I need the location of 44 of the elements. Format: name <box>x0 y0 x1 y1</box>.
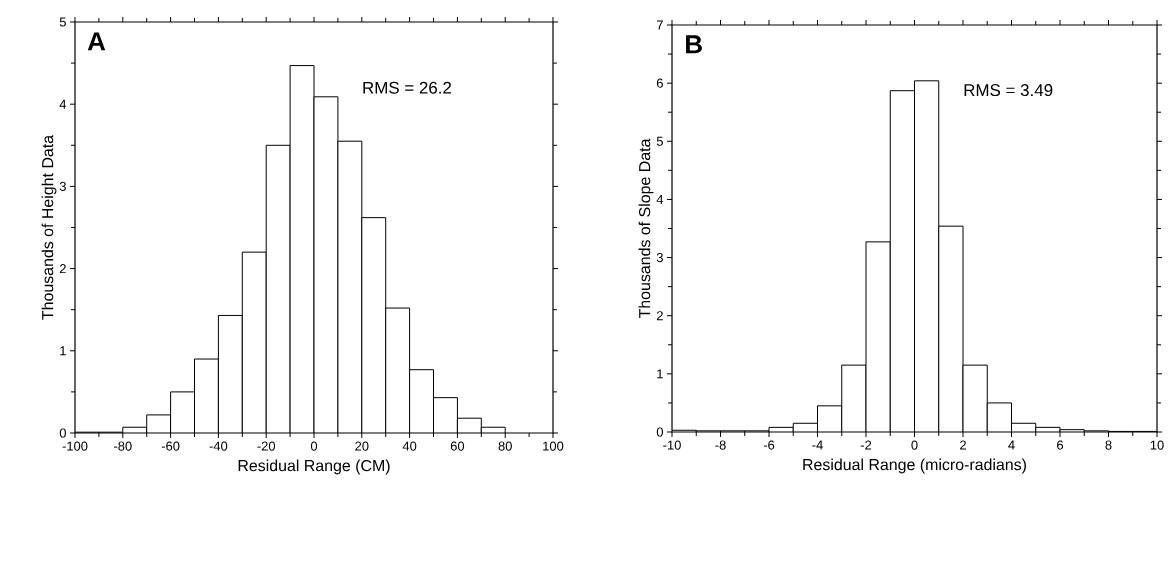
y-tick-label: 0 <box>59 428 66 438</box>
x-axis-title: Residual Range (micro-radians) <box>803 458 1026 474</box>
y-tick-label: 1 <box>60 346 66 356</box>
x-tick-label: 80 <box>498 441 512 451</box>
y-tick-label: 5 <box>59 17 66 27</box>
x-tick-label: 40 <box>402 441 417 451</box>
annotation: RMS = 26.2 <box>363 81 452 94</box>
y-tick-label: 3 <box>656 252 663 263</box>
x-tick-label: 4 <box>1008 440 1015 450</box>
x-tick-label: -2 <box>860 440 872 450</box>
y-tick-label: 4 <box>656 194 664 204</box>
x-tick-label: -60 <box>161 441 180 451</box>
y-tick-label: 5 <box>656 136 663 146</box>
x-tick-label: -4 <box>812 440 823 450</box>
x-tick-label: 0 <box>310 441 318 451</box>
y-axis-title: Thousands of Slope Data <box>638 138 654 319</box>
y-tick-label: 0 <box>656 427 663 437</box>
x-tick-label: 100 <box>543 441 564 451</box>
y-tick-label: 1 <box>657 369 663 379</box>
x-tick-label: 20 <box>355 441 369 451</box>
y-tick-label: 7 <box>656 20 663 30</box>
x-tick-label: 6 <box>1057 440 1064 450</box>
x-tick-label: 60 <box>450 441 465 451</box>
y-tick-label: 4 <box>59 99 67 109</box>
y-tick-label: 6 <box>656 78 663 88</box>
annotation: B <box>686 35 702 54</box>
y-tick-label: 3 <box>59 181 66 191</box>
x-tick-label: -80 <box>114 441 132 451</box>
x-tick-label: 0 <box>911 440 918 450</box>
y-tick-label: 2 <box>59 264 66 274</box>
x-tick-label: 10 <box>1150 440 1164 450</box>
y-tick-label: 2 <box>656 311 663 321</box>
x-axis-title: Residual Range (CM) <box>238 459 390 475</box>
x-tick-label: -100 <box>62 441 88 451</box>
y-axis-title: Thousands of Height Data <box>41 134 57 320</box>
x-tick-label: 8 <box>1105 440 1112 450</box>
x-tick-label: 2 <box>960 440 966 450</box>
x-tick-label: -40 <box>209 441 228 451</box>
annotation: RMS = 3.49 <box>964 84 1053 97</box>
x-tick-label: -6 <box>763 440 775 450</box>
x-tick-label: -8 <box>715 440 726 450</box>
x-tick-label: -20 <box>257 441 276 451</box>
annotation: A <box>87 32 106 51</box>
x-tick-label: -10 <box>663 440 681 450</box>
